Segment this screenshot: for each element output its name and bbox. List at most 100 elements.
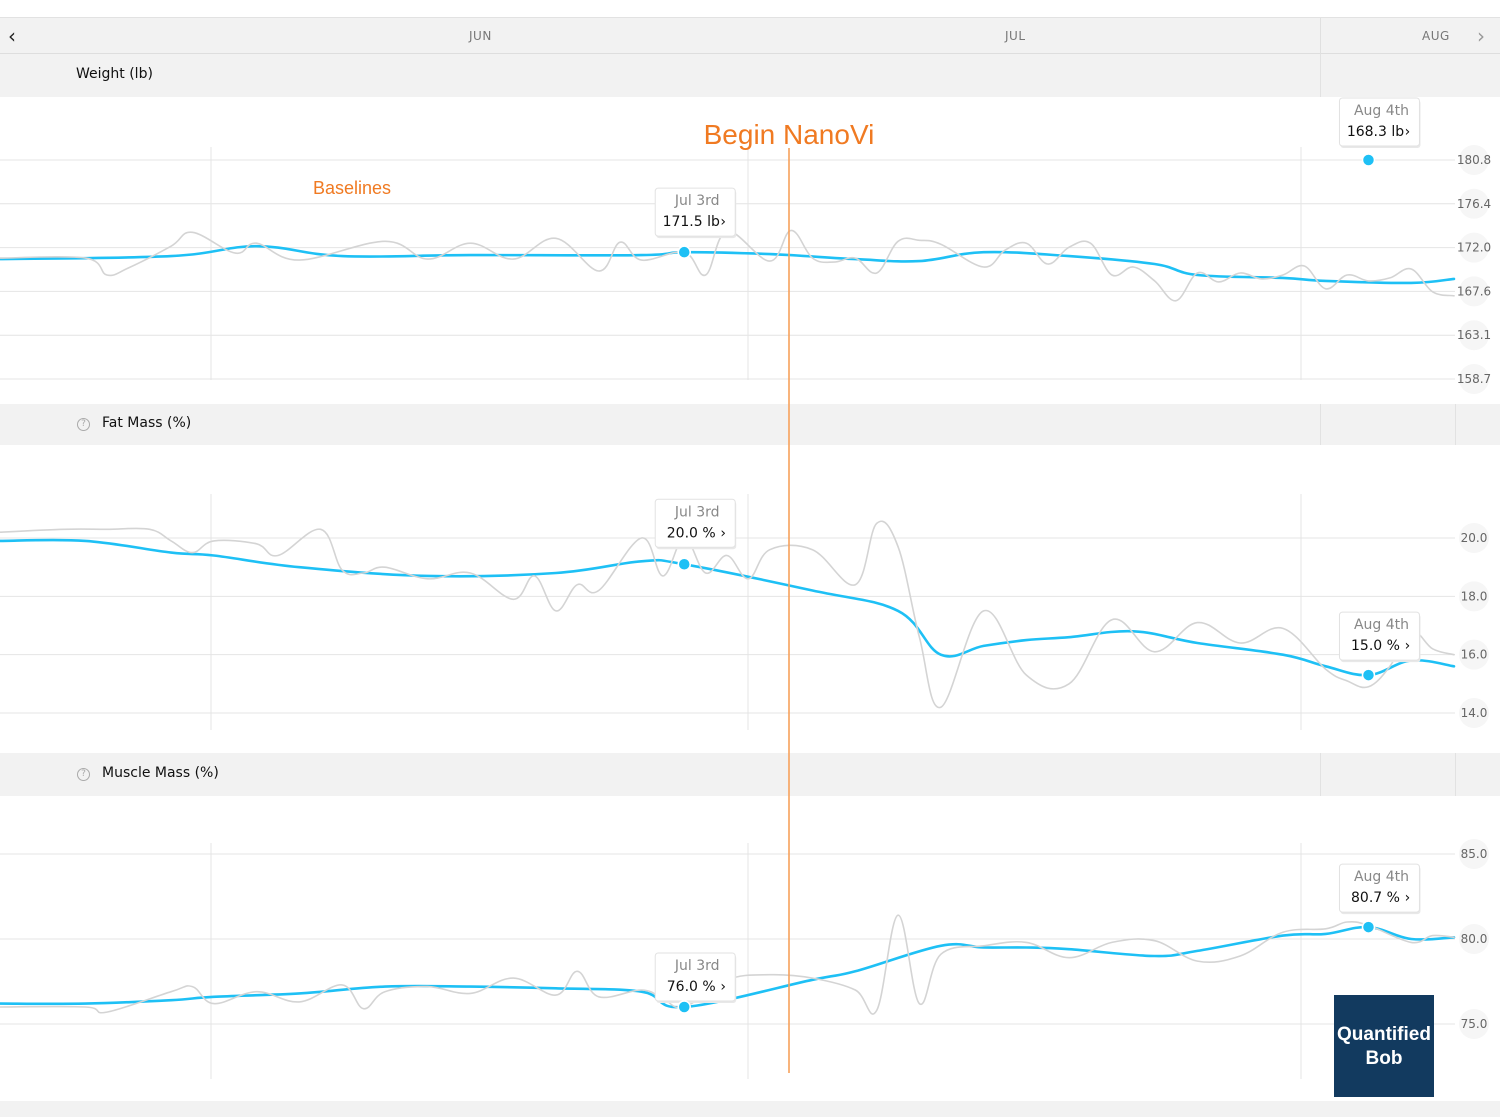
tooltip-box [654, 952, 736, 1002]
month-bar-divider [1320, 18, 1321, 54]
begin-nanovi-annotation: Begin NanoVi [704, 119, 875, 150]
tooltip-value: 20.0 % [667, 525, 716, 541]
tooltip-date: Jul 3rd [674, 193, 720, 209]
month-label-aug: AUG [1422, 29, 1450, 43]
quantified-bob-logo: Quantified Bob [1334, 995, 1434, 1097]
tooltip-value: 15.0 % [1351, 638, 1400, 654]
annotation-overlay: Begin NanoVi Baselines [313, 119, 874, 1073]
y-tick-label: 163.1 [1457, 328, 1491, 342]
fat-mass-title: Fat Mass (%) [102, 415, 192, 431]
top-strip [0, 0, 1500, 17]
tooltip-box [654, 498, 736, 548]
logo-line-1: Quantified [1337, 1024, 1431, 1045]
data-point-dot [1361, 668, 1376, 682]
y-tick-label: 172.0 [1457, 241, 1491, 255]
y-tick-label: 85.0 [1461, 847, 1488, 861]
y-tick-badge [1459, 188, 1489, 219]
data-tooltip[interactable]: Aug 4th 15.0 % › [1338, 611, 1421, 663]
raw-line [0, 520, 1455, 709]
y-tick-label: 16.0 [1461, 648, 1488, 662]
y-tick-badge [1459, 639, 1489, 670]
y-tick-label: 14.0 [1461, 706, 1488, 720]
chevron-right-icon: › [1405, 890, 1411, 906]
weight-chart: 180.8 176.4 172.0 167.6 163.1 158.7 Jul 3rd 171… [0, 97, 1491, 394]
chevron-left-icon[interactable]: ‹ [8, 24, 16, 48]
chevron-right-icon: › [720, 214, 726, 230]
tooltip-box [654, 187, 736, 237]
tooltip-box [1338, 611, 1420, 661]
y-tick-label: 180.8 [1457, 153, 1491, 167]
tooltip-value: 80.7 % [1351, 890, 1400, 906]
y-tick-label: 158.7 [1457, 372, 1491, 386]
chevron-right-icon[interactable]: › [1477, 24, 1485, 48]
data-tooltip[interactable]: Jul 3rd 171.5 lb › [654, 187, 737, 239]
y-tick-label: 75.0 [1461, 1017, 1488, 1031]
chevron-right-icon: › [720, 979, 726, 995]
chevron-right-icon: › [1405, 124, 1411, 140]
tooltip-date: Jul 3rd [674, 504, 720, 520]
header-divider [1455, 753, 1456, 796]
trend-line [0, 538, 1456, 677]
tooltip-date: Jul 3rd [674, 958, 720, 974]
tooltip-date: Aug 4th [1354, 869, 1409, 885]
tooltip-date: Aug 4th [1354, 617, 1409, 633]
chevron-right-icon: › [720, 525, 726, 541]
help-icon[interactable]: ? [77, 418, 90, 431]
data-tooltip[interactable]: Aug 4th 80.7 % › [1338, 863, 1421, 915]
weight-section-header: Weight (lb) [0, 54, 1500, 97]
y-tick-badge [1459, 232, 1489, 263]
bottom-strip [0, 1101, 1500, 1117]
data-tooltip[interactable]: Jul 3rd 20.0 % › [654, 498, 737, 550]
muscle-mass-title: Muscle Mass (%) [102, 765, 219, 781]
fat-mass-section-header: ? Fat Mass (%) [0, 404, 1500, 445]
header-divider [1320, 753, 1321, 796]
y-tick-badge [1459, 924, 1489, 954]
y-tick-badge [1459, 364, 1489, 394]
month-label-jul: JUL [1005, 29, 1026, 43]
month-label-jun: JUN [469, 29, 492, 43]
raw-line [0, 229, 1455, 302]
trend-line [0, 244, 1456, 285]
weight-title: Weight (lb) [76, 66, 153, 82]
data-point-dot [677, 245, 691, 259]
chevron-right-icon: › [1405, 638, 1411, 654]
trend-line [0, 925, 1456, 1009]
tooltip-box [1338, 863, 1420, 913]
y-tick-badge [1459, 1009, 1489, 1039]
muscle-mass-section-header: ? Muscle Mass (%) [0, 753, 1500, 796]
header-divider [1320, 404, 1321, 445]
y-tick-badge [1459, 145, 1489, 175]
data-tooltip[interactable]: Jul 3rd 76.0 % › [654, 952, 737, 1003]
data-point-dot [1361, 920, 1376, 934]
y-tick-label: 176.4 [1457, 197, 1491, 211]
tooltip-date: Aug 4th [1354, 103, 1409, 119]
data-point-dot [1361, 153, 1376, 167]
help-icon[interactable]: ? [77, 768, 90, 781]
baselines-annotation: Baselines [313, 178, 391, 198]
data-point-dot [677, 1000, 691, 1014]
y-tick-badge [1459, 581, 1489, 612]
y-tick-badge [1459, 320, 1489, 351]
y-tick-label: 20.0 [1461, 531, 1488, 545]
data-tooltip[interactable]: Aug 4th 168.3 lb › [1338, 97, 1421, 148]
y-tick-label: 167.6 [1457, 284, 1491, 298]
logo-line-2: Bob [1365, 1048, 1403, 1069]
y-tick-label: 80.0 [1461, 932, 1488, 946]
header-divider [1320, 54, 1321, 97]
raw-line [0, 914, 1455, 1015]
y-tick-badge [1459, 523, 1489, 553]
y-tick-badge [1459, 276, 1489, 307]
y-tick-badge [1459, 839, 1489, 869]
header-divider [1455, 404, 1456, 445]
month-navigation-bar: ‹ JUN JUL AUG › [0, 17, 1500, 54]
data-point-dot [677, 557, 691, 571]
y-tick-label: 18.0 [1461, 589, 1488, 603]
y-tick-badge [1459, 698, 1489, 728]
tooltip-box [1338, 97, 1420, 147]
tooltip-value: 76.0 % [667, 979, 716, 995]
tooltip-value: 168.3 lb [1347, 124, 1404, 140]
tooltip-value: 171.5 lb [663, 214, 720, 230]
